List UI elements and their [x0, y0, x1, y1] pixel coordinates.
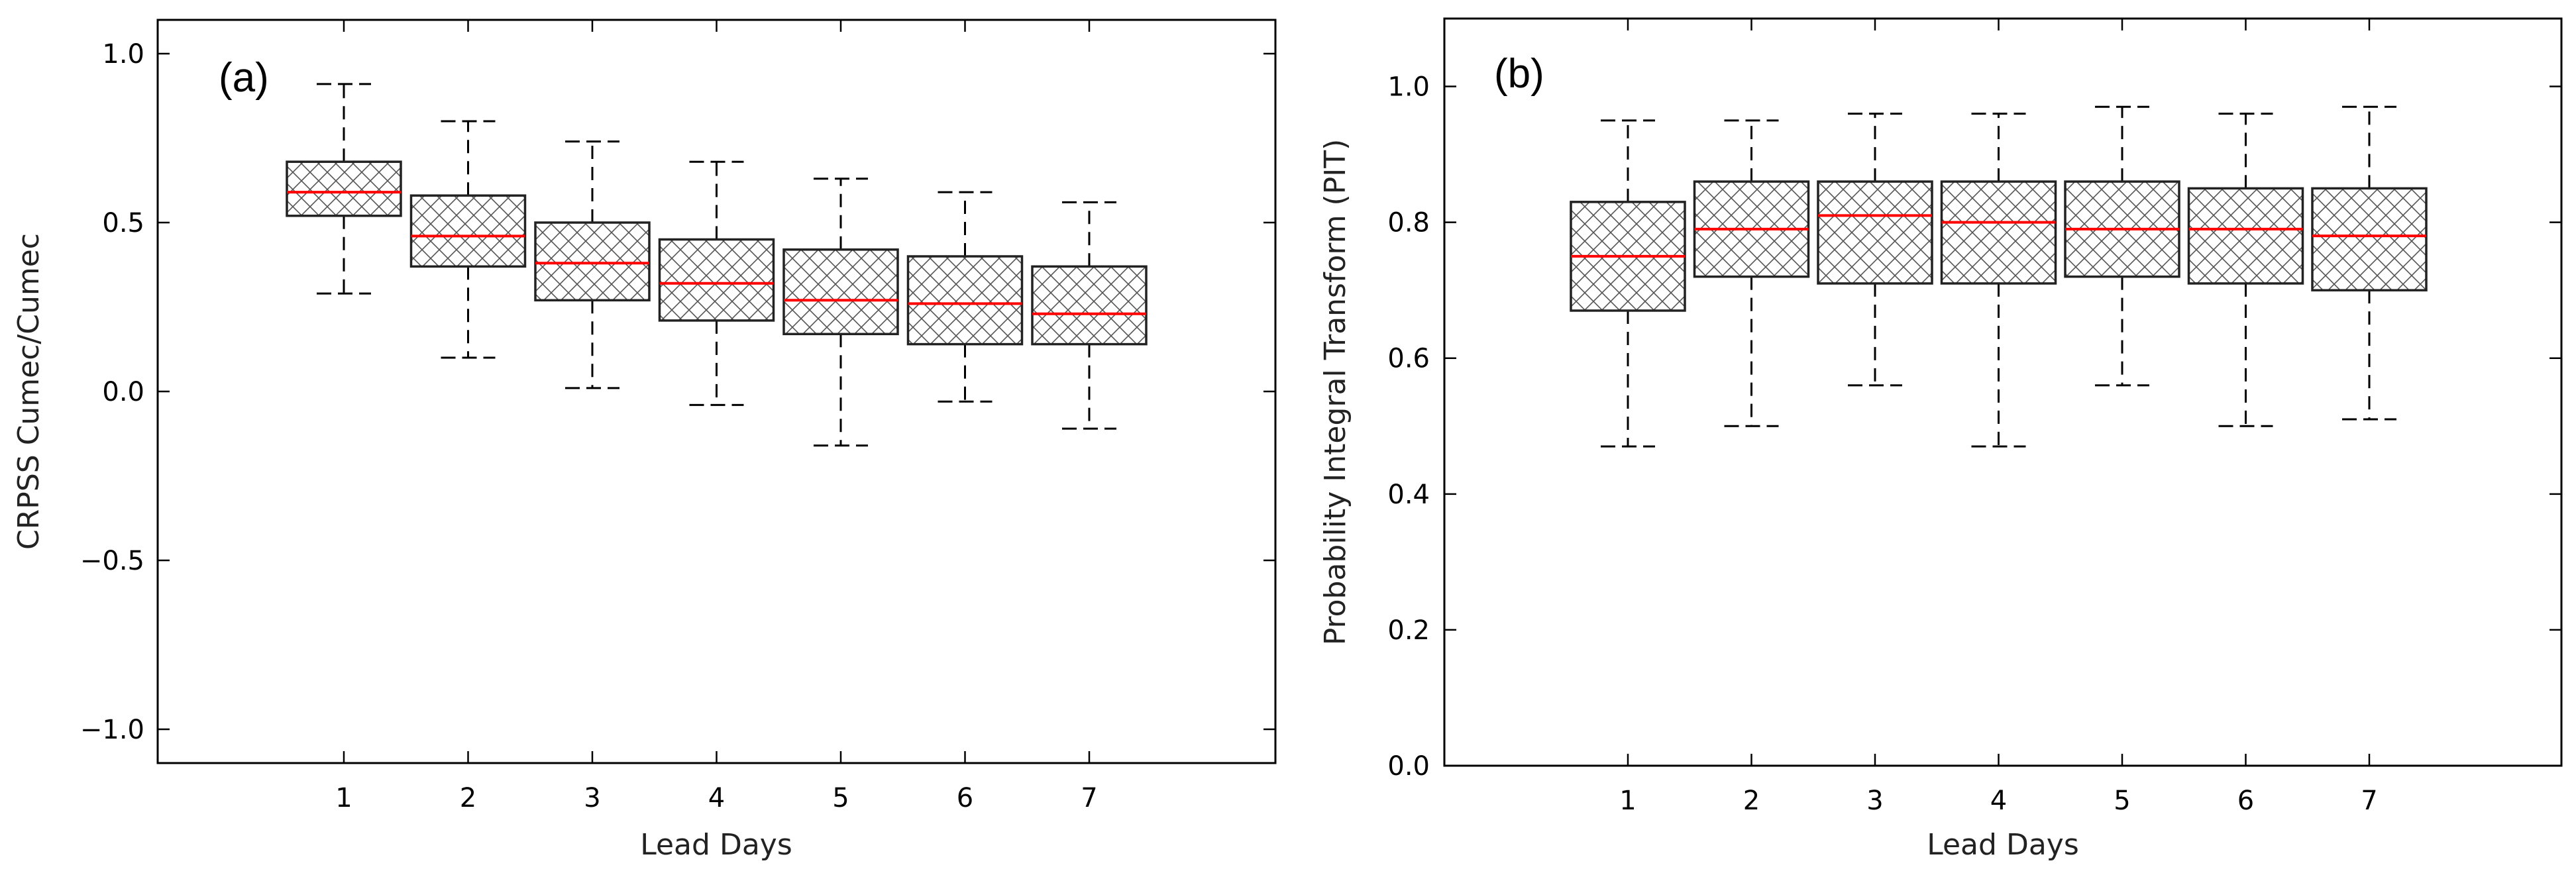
- box-lead-day-1: [286, 83, 402, 295]
- box-iqr: [658, 238, 775, 322]
- boxplot-series: [1570, 105, 2428, 448]
- x-tick-label: 6: [2237, 786, 2254, 816]
- box-lead-day-3: [1817, 113, 1933, 387]
- x-tick-label: 5: [2114, 786, 2130, 816]
- box-iqr: [409, 194, 527, 268]
- chart-panel-b: 1.0 0.8 0.6 0.4 0.2 0.0 1 2 3 4 5 6 7 (b) Lead Days…: [1318, 17, 2563, 862]
- y-tick-label: 0.0: [1387, 751, 1430, 782]
- plot-area-frame: [1443, 17, 2563, 767]
- x-tick-label: 4: [708, 783, 725, 813]
- box-iqr: [1031, 265, 1148, 346]
- y-tick-label: 1.0: [102, 39, 144, 70]
- y-tick-label: 1.0: [1387, 72, 1430, 103]
- x-tick-label: 5: [832, 783, 849, 813]
- box-lead-day-4: [658, 160, 775, 406]
- box-iqr: [782, 248, 899, 336]
- y-axis-title: CRPSS Cumec/Cumec: [12, 233, 46, 550]
- x-tick-label: 2: [1743, 786, 1760, 816]
- box-lead-day-2: [1693, 119, 1810, 427]
- box-lead-day-4: [1940, 113, 2057, 448]
- y-tick-label: 0.4: [1387, 480, 1430, 510]
- x-axis-ticks: 1 2 3 4 5 6 7: [1619, 19, 2378, 816]
- y-axis-ticks: 1.0 0.8 0.6 0.4 0.2 0.0: [1387, 72, 2561, 782]
- box-iqr: [2187, 187, 2304, 285]
- box-lead-day-1: [1570, 119, 1686, 448]
- y-tick-label: 0.2: [1387, 615, 1430, 646]
- box-lead-day-7: [2311, 105, 2428, 421]
- box-iqr: [286, 160, 402, 217]
- x-tick-label: 6: [957, 783, 973, 813]
- box-iqr: [2311, 187, 2428, 291]
- x-axis-ticks: 1 2 3 4 5 6 7: [335, 20, 1098, 813]
- x-tick-label: 1: [335, 783, 352, 813]
- box-lead-day-6: [2187, 113, 2304, 427]
- box-lead-day-2: [409, 120, 527, 359]
- y-tick-label: 0.0: [102, 377, 144, 407]
- y-tick-label: −0.5: [80, 546, 144, 576]
- box-iqr: [534, 221, 651, 302]
- box-lead-day-5: [2064, 105, 2180, 387]
- x-tick-label: 2: [460, 783, 476, 813]
- box-lead-day-7: [1031, 201, 1148, 430]
- box-iqr: [1940, 180, 2057, 285]
- panel-label: (b): [1494, 51, 1544, 97]
- box-lead-day-3: [534, 140, 651, 389]
- y-tick-label: 0.6: [1387, 344, 1430, 374]
- panel-label: (a): [219, 55, 269, 101]
- x-tick-label: 3: [584, 783, 600, 813]
- box-lead-day-5: [782, 178, 899, 447]
- x-tick-label: 3: [1866, 786, 1883, 816]
- y-tick-label: −1.0: [80, 715, 144, 745]
- x-tick-label: 1: [1619, 786, 1636, 816]
- y-tick-label: 0.8: [1387, 208, 1430, 238]
- x-tick-label: 4: [1990, 786, 2007, 816]
- box-iqr: [1817, 180, 1933, 285]
- y-axis-title: Probability Integral Transform (PIT): [1318, 139, 1352, 646]
- x-axis-title: Lead Days: [640, 828, 792, 862]
- y-axis-ticks: 1.0 0.5 0.0 −0.5 −1.0: [80, 39, 1275, 745]
- boxplot-series: [286, 83, 1148, 447]
- y-tick-label: 0.5: [102, 208, 144, 238]
- x-tick-label: 7: [1081, 783, 1097, 813]
- x-tick-label: 7: [2361, 786, 2377, 816]
- box-iqr: [906, 255, 1024, 346]
- box-lead-day-6: [906, 191, 1024, 403]
- x-axis-title: Lead Days: [1927, 828, 2079, 862]
